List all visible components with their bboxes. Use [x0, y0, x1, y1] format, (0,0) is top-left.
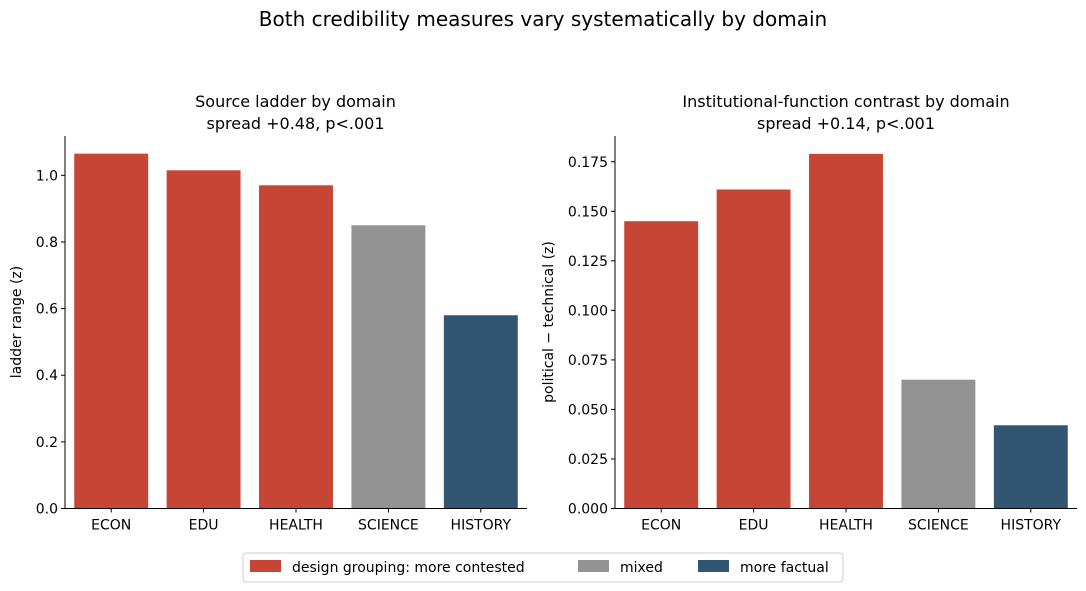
right-chart-ytick-label: 0.125	[568, 254, 608, 270]
left-chart-ytick-label: 0.4	[36, 368, 58, 384]
legend-label-mixed: mixed	[620, 560, 663, 576]
left-chart-subtitle: spread +0.48, p<.001	[207, 114, 385, 133]
right-chart-y-axis: 0.000 0.025 0.050 0.075 0.100 0.125 0.150 0.175	[568, 155, 615, 518]
legend-swatch-contested	[250, 560, 281, 572]
left-chart-panel: Source ladder by domain spread +0.48, p<…	[9, 92, 527, 534]
right-chart-bar-edu	[716, 189, 791, 509]
right-chart-ytick-label: 0.075	[568, 353, 608, 369]
figure-title: Both credibility measures vary systemati…	[259, 7, 827, 31]
left-chart-ytick-label: 1.0	[36, 168, 58, 184]
left-chart-xtick-label-history: HISTORY	[451, 518, 512, 534]
right-chart-bar-science	[901, 379, 976, 509]
left-chart-ylabel: ladder range (z)	[9, 266, 25, 379]
left-chart-xtick-label-edu: EDU	[189, 518, 219, 534]
right-chart-bar-health	[809, 153, 883, 509]
right-chart-xtick-label-history: HISTORY	[1001, 518, 1062, 534]
left-chart-xtick-label-health: HEALTH	[269, 518, 323, 534]
right-chart-ytick-label: 0.000	[568, 502, 608, 518]
right-chart-xtick-label-science: SCIENCE	[908, 518, 969, 534]
right-chart-bar-econ	[624, 221, 699, 509]
left-chart-xtick-label-econ: ECON	[91, 518, 131, 534]
left-chart-bars	[74, 153, 518, 509]
right-chart-ytick-label: 0.025	[568, 452, 608, 468]
right-chart-ytick-label: 0.150	[568, 204, 608, 220]
legend: design grouping: more contested mixed mo…	[242, 552, 844, 583]
right-chart-ytick-label: 0.100	[568, 303, 608, 319]
left-chart-ytick-label: 0.8	[36, 235, 58, 251]
left-chart-bar-science	[351, 225, 426, 509]
right-chart-ytick-label: 0.050	[568, 402, 608, 418]
right-chart-panel: Institutional-function contrast by domai…	[541, 92, 1077, 534]
right-chart-xtick-label-edu: EDU	[739, 518, 769, 534]
left-chart-xtick-label-science: SCIENCE	[358, 518, 419, 534]
legend-swatch-mixed	[578, 560, 609, 572]
right-chart-bars	[624, 153, 1068, 509]
right-chart-subtitle: spread +0.14, p<.001	[757, 114, 935, 133]
right-chart-x-axis: ECON EDU HEALTH SCIENCE HISTORY	[641, 508, 1062, 534]
legend-label-factual: more factual	[740, 560, 829, 576]
right-chart-bar-history	[993, 425, 1068, 509]
right-chart-xtick-label-health: HEALTH	[819, 518, 873, 534]
left-chart-title: Source ladder by domain	[195, 92, 396, 111]
left-chart-x-axis: ECON EDU HEALTH SCIENCE HISTORY	[91, 508, 512, 534]
left-chart-bar-history	[443, 315, 518, 509]
legend-frame	[242, 552, 844, 583]
left-chart-bar-econ	[74, 153, 149, 509]
right-chart-ylabel: political − technical (z)	[541, 241, 557, 403]
legend-swatch-factual	[698, 560, 729, 572]
left-chart-bar-health	[259, 185, 333, 509]
right-chart-ytick-label: 0.175	[568, 155, 608, 171]
right-chart-xtick-label-econ: ECON	[641, 518, 681, 534]
left-chart-ytick-label: 0.0	[36, 502, 58, 518]
left-chart-y-axis: 0.0 0.2 0.4 0.6 0.8 1.0	[36, 168, 65, 518]
left-chart-ytick-label: 0.6	[36, 302, 58, 318]
left-chart-bar-edu	[166, 170, 241, 509]
right-chart-title: Institutional-function contrast by domai…	[682, 92, 1009, 111]
left-chart-ytick-label: 0.2	[36, 435, 58, 451]
legend-label-contested: design grouping: more contested	[292, 560, 525, 576]
